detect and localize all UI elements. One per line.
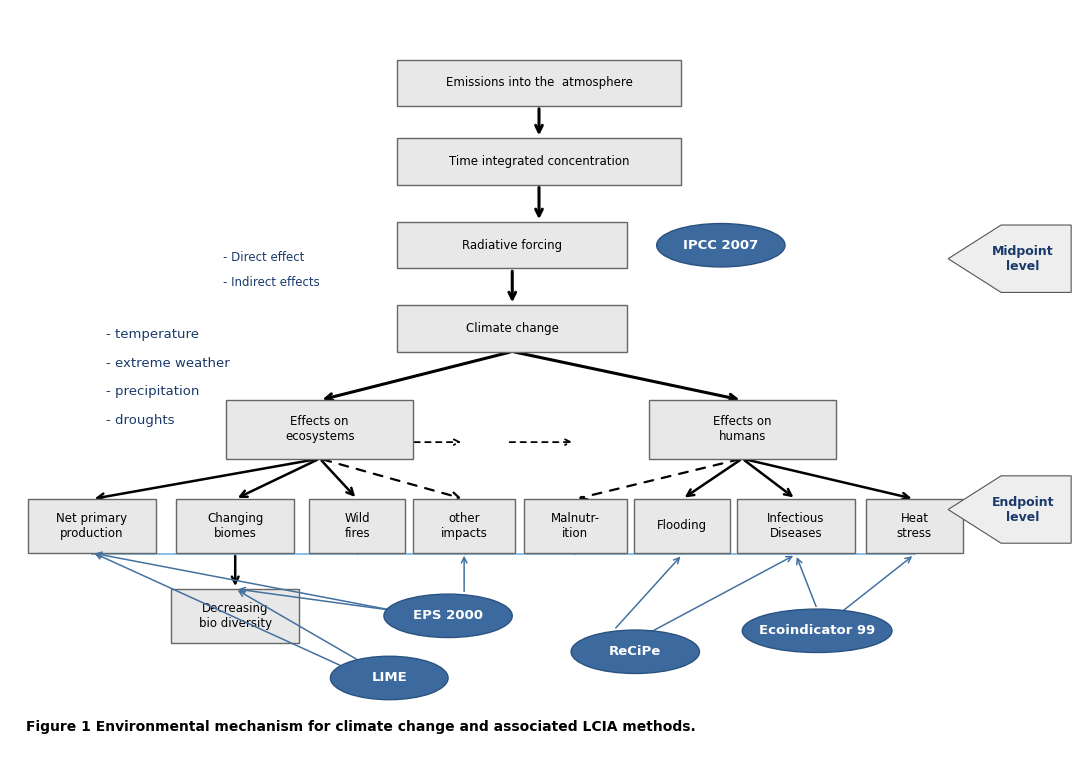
Text: Effects on
humans: Effects on humans xyxy=(713,416,772,444)
Text: IPCC 2007: IPCC 2007 xyxy=(683,238,759,252)
Text: Net primary
production: Net primary production xyxy=(56,512,127,540)
FancyBboxPatch shape xyxy=(398,60,680,106)
Text: Decreasing
bio diversity: Decreasing bio diversity xyxy=(198,602,272,630)
Text: - Indirect effects: - Indirect effects xyxy=(223,276,320,289)
FancyBboxPatch shape xyxy=(398,139,680,185)
FancyBboxPatch shape xyxy=(867,499,963,553)
Polygon shape xyxy=(949,476,1072,544)
Text: ReCiPe: ReCiPe xyxy=(609,645,662,659)
Ellipse shape xyxy=(331,656,448,699)
Text: Climate change: Climate change xyxy=(466,322,558,335)
Text: Time integrated concentration: Time integrated concentration xyxy=(448,155,630,168)
Text: - extreme weather: - extreme weather xyxy=(106,357,230,369)
Text: Wild
fires: Wild fires xyxy=(344,512,370,540)
Text: - temperature: - temperature xyxy=(106,329,198,341)
FancyBboxPatch shape xyxy=(28,499,156,553)
Text: Endpoint
level: Endpoint level xyxy=(992,496,1054,524)
Text: - droughts: - droughts xyxy=(106,413,175,427)
Text: Figure 1 Environmental mechanism for climate change and associated LCIA methods.: Figure 1 Environmental mechanism for cli… xyxy=(26,720,695,734)
FancyBboxPatch shape xyxy=(398,222,627,269)
Text: Flooding: Flooding xyxy=(658,519,707,532)
Text: - precipitation: - precipitation xyxy=(106,385,199,398)
FancyBboxPatch shape xyxy=(398,305,627,351)
Polygon shape xyxy=(949,225,1072,292)
Text: Midpoint
level: Midpoint level xyxy=(992,245,1053,273)
Ellipse shape xyxy=(571,630,700,674)
FancyBboxPatch shape xyxy=(649,400,835,459)
Ellipse shape xyxy=(384,594,512,637)
Text: LIME: LIME xyxy=(372,671,407,684)
Text: Emissions into the  atmosphere: Emissions into the atmosphere xyxy=(445,76,633,89)
Text: EPS 2000: EPS 2000 xyxy=(413,609,483,622)
Ellipse shape xyxy=(743,609,892,653)
FancyBboxPatch shape xyxy=(737,499,855,553)
FancyBboxPatch shape xyxy=(634,499,731,553)
Text: Effects on
ecosystems: Effects on ecosystems xyxy=(285,416,355,444)
Text: Malnutr-
ition: Malnutr- ition xyxy=(551,512,600,540)
FancyBboxPatch shape xyxy=(226,400,413,459)
Text: Heat
stress: Heat stress xyxy=(897,512,932,540)
Text: other
impacts: other impacts xyxy=(441,512,487,540)
Text: Changing
biomes: Changing biomes xyxy=(207,512,263,540)
Text: - Direct effect: - Direct effect xyxy=(223,251,305,264)
FancyBboxPatch shape xyxy=(171,589,300,643)
Text: Ecoindicator 99: Ecoindicator 99 xyxy=(759,625,875,637)
Ellipse shape xyxy=(657,223,785,267)
FancyBboxPatch shape xyxy=(413,499,515,553)
Text: Radiative forcing: Radiative forcing xyxy=(462,238,563,252)
FancyBboxPatch shape xyxy=(309,499,405,553)
FancyBboxPatch shape xyxy=(177,499,294,553)
FancyBboxPatch shape xyxy=(524,499,626,553)
Text: Infectious
Diseases: Infectious Diseases xyxy=(766,512,825,540)
